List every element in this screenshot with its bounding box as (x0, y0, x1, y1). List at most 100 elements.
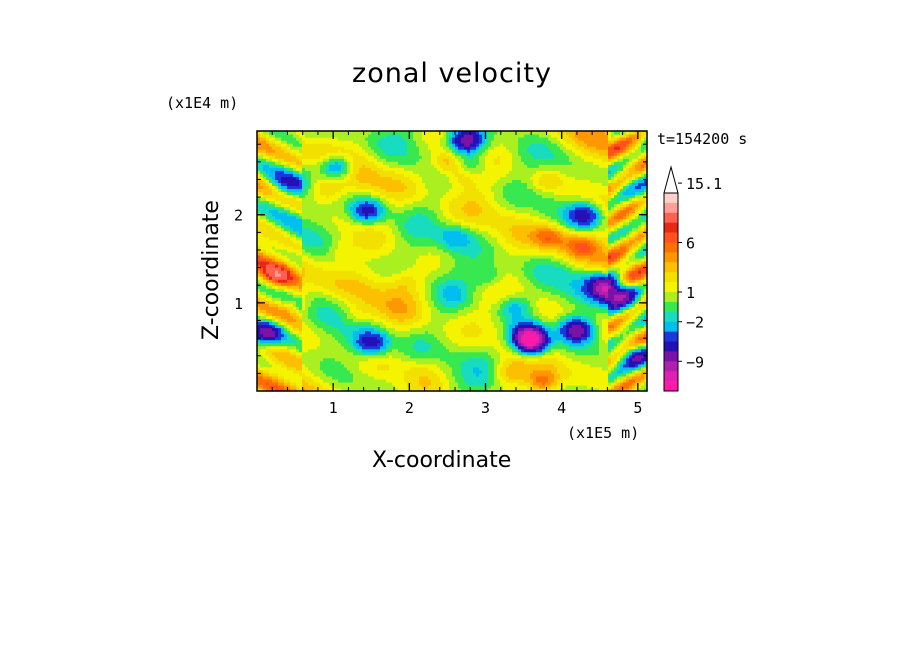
contour-cell (317, 212, 321, 217)
contour-cell (281, 188, 285, 193)
contour-cell (269, 303, 273, 307)
contour-cell (272, 173, 276, 177)
contour-cell (287, 182, 291, 187)
contour-cell (272, 239, 276, 244)
contour-cell (272, 348, 276, 353)
contour-cell (320, 188, 324, 193)
contour-cell (326, 248, 330, 253)
contour-cell (323, 288, 327, 292)
contour-cell (257, 152, 261, 156)
contour-cell (278, 357, 282, 362)
contour-cell (290, 357, 294, 362)
contour-cell (287, 387, 291, 392)
contour-cell (326, 264, 330, 268)
contour-cell (290, 134, 294, 138)
contour-cell (299, 143, 303, 147)
contour-cell (332, 339, 336, 344)
contour-cell (308, 375, 312, 380)
contour-cell (296, 212, 300, 217)
contour-cell (326, 321, 330, 326)
contour-cell (290, 381, 294, 386)
contour-cell (278, 203, 282, 208)
contour-cell (341, 167, 345, 171)
contour-cell (314, 143, 318, 147)
contour-cell (323, 318, 327, 323)
contour-cell (281, 327, 285, 332)
contour-cell (272, 248, 276, 253)
contour-cell (314, 224, 318, 229)
contour-cell (302, 327, 306, 332)
contour-cell (260, 336, 264, 341)
contour-cell (272, 161, 276, 165)
contour-cell (293, 330, 297, 335)
contour-cell (320, 351, 324, 356)
contour-cell (308, 381, 312, 386)
contour-cell (320, 176, 324, 180)
contour-cell (269, 354, 273, 359)
contour-cell (272, 276, 276, 280)
contour-cell (329, 137, 333, 141)
contour-cell (263, 158, 267, 162)
contour-cell (320, 360, 324, 365)
contour-cell (260, 285, 264, 289)
contour-cell (329, 270, 333, 274)
contour-cell (263, 330, 267, 335)
contour-cell (257, 333, 261, 338)
contour-cell (284, 366, 288, 371)
contour-cell (275, 185, 279, 190)
contour-cell (269, 366, 273, 371)
contour-cell (272, 218, 276, 223)
contour-cell (257, 221, 261, 226)
contour-cell (335, 245, 339, 250)
contour-cell (299, 212, 303, 217)
contour-cell (302, 254, 306, 259)
contour-cell (275, 351, 279, 356)
contour-cell (314, 333, 318, 338)
contour-cell (290, 227, 294, 232)
contour-cell (260, 218, 264, 223)
contour-cell (332, 221, 336, 226)
contour-cell (284, 297, 288, 301)
contour-cell (341, 330, 345, 335)
contour-cell (287, 200, 291, 205)
contour-cell (266, 276, 270, 280)
contour-cell (299, 273, 303, 277)
contour-cell (278, 309, 282, 313)
contour-cell (323, 173, 327, 177)
contour-cell (293, 288, 297, 292)
contour-cell (326, 170, 330, 174)
contour-cell (275, 291, 279, 295)
contour-cell (335, 285, 339, 289)
contour-cell (329, 215, 333, 220)
contour-cell (338, 191, 342, 196)
contour-cell (299, 137, 303, 141)
contour-cell (299, 248, 303, 253)
contour-cell (326, 330, 330, 335)
contour-cell (299, 306, 303, 310)
contour-cell (284, 387, 288, 392)
contour-cell (269, 327, 273, 332)
contour-cell (290, 158, 294, 162)
contour-cell (341, 297, 345, 301)
contour-cell (311, 366, 315, 371)
contour-cell (263, 351, 267, 356)
contour-cell (329, 227, 333, 232)
contour-cell (266, 261, 270, 265)
contour-cell (308, 200, 312, 205)
contour-cell (281, 230, 285, 235)
contour-cell (335, 279, 339, 283)
contour-cell (311, 381, 315, 386)
contour-cell (317, 366, 321, 371)
contour-cell (314, 324, 318, 329)
contour-cell (287, 140, 291, 144)
contour-cell (335, 315, 339, 320)
contour-cell (290, 318, 294, 323)
contour-cell (281, 339, 285, 344)
contour-cell (260, 312, 264, 317)
contour-cell (302, 245, 306, 250)
contour-cell (269, 188, 273, 193)
contour-cell (293, 285, 297, 289)
contour-cell (263, 339, 267, 344)
contour-cell (332, 348, 336, 353)
contour-cell (341, 188, 345, 193)
